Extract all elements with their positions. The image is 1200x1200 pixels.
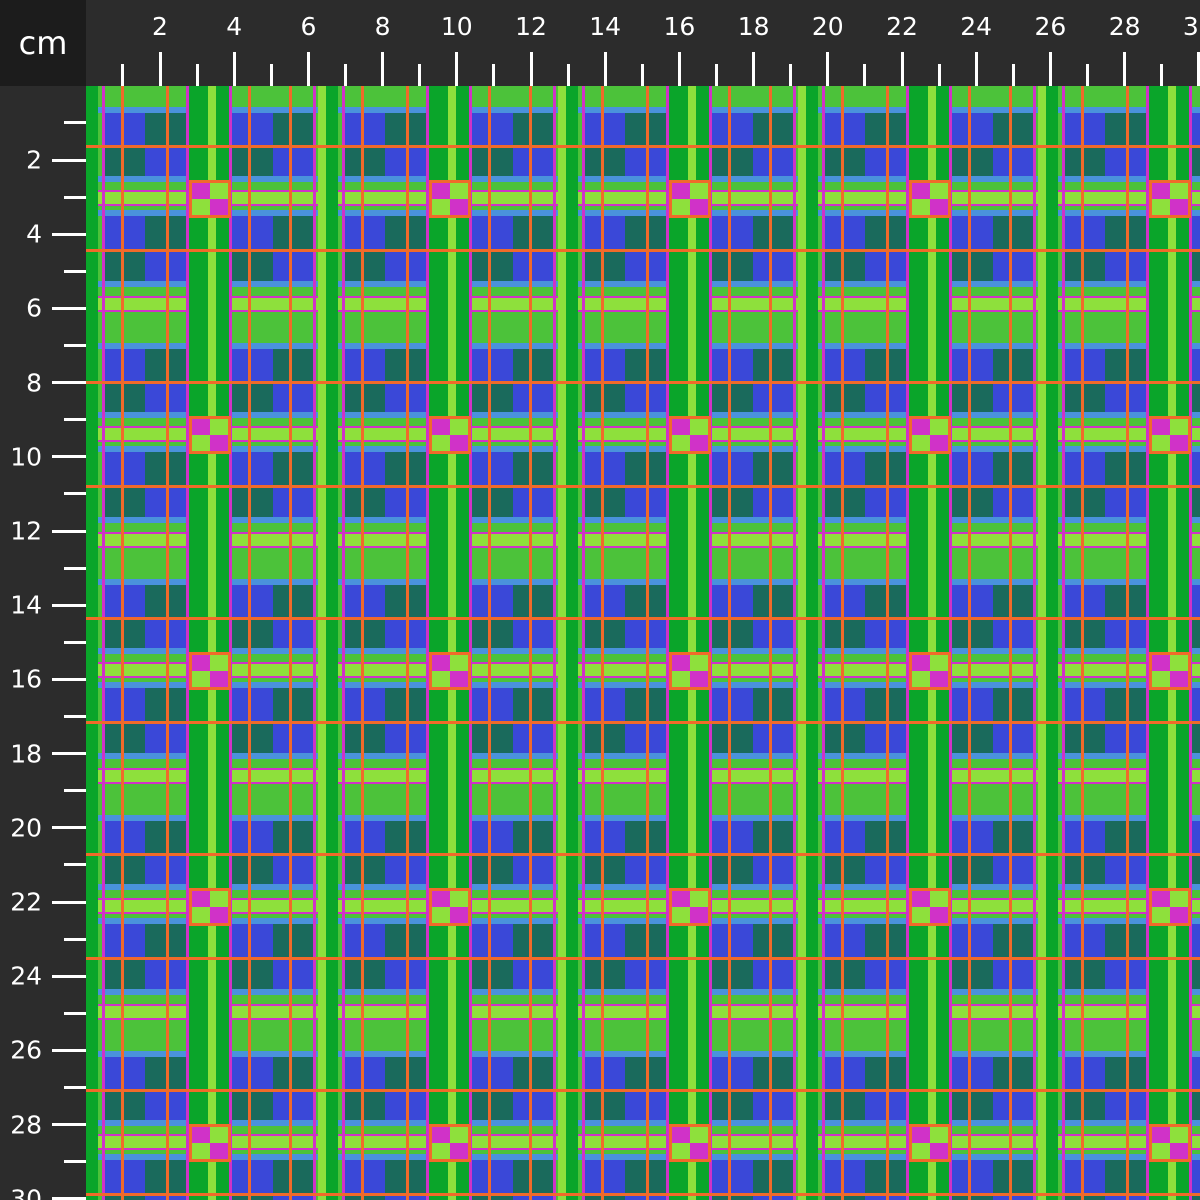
- minor-tick: [1011, 64, 1015, 86]
- ruler-label: 6: [26, 293, 42, 323]
- fabric-pattern: [86, 86, 1200, 1200]
- ruler-label: 6: [300, 12, 317, 41]
- ruler-label: 2: [26, 145, 42, 175]
- minor-tick: [64, 121, 86, 125]
- minor-tick: [195, 64, 199, 86]
- major-tick: [52, 1197, 86, 1200]
- ruler-label: 4: [226, 12, 243, 41]
- major-tick: [1048, 52, 1052, 86]
- major-tick: [455, 52, 459, 86]
- minor-tick: [1086, 64, 1089, 86]
- major-tick: [752, 52, 756, 86]
- major-tick: [826, 52, 830, 86]
- major-tick: [52, 529, 86, 533]
- ruler-label: 8: [26, 368, 42, 398]
- ruler-label: 12: [515, 12, 547, 41]
- major-tick: [52, 381, 86, 385]
- major-tick: [52, 752, 86, 756]
- ruler-label: 28: [1108, 12, 1141, 41]
- ruler-label: 16: [10, 664, 42, 694]
- major-tick: [52, 900, 86, 904]
- minor-tick: [64, 1086, 86, 1089]
- major-tick: [603, 52, 607, 86]
- minor-tick: [64, 418, 86, 422]
- major-tick: [1197, 52, 1200, 86]
- ruler-label: 10: [10, 442, 42, 472]
- minor-tick: [1160, 64, 1164, 86]
- minor-tick: [64, 937, 86, 941]
- ruler-label: 18: [737, 12, 770, 41]
- major-tick: [52, 455, 86, 459]
- ruler-label: 22: [10, 887, 42, 917]
- ruler-label: 20: [811, 12, 844, 41]
- major-tick: [52, 1123, 86, 1127]
- ruler-label: 16: [663, 12, 696, 41]
- minor-tick: [64, 195, 86, 199]
- ruler-label: 4: [26, 219, 42, 249]
- minor-tick: [344, 64, 347, 86]
- ruler-label: 14: [589, 12, 622, 41]
- ruler-label: 24: [960, 12, 993, 41]
- major-tick: [52, 826, 86, 830]
- major-tick: [52, 677, 86, 681]
- minor-tick: [64, 715, 86, 718]
- minor-tick: [789, 64, 793, 86]
- ruler-label: 8: [374, 12, 391, 41]
- major-tick: [974, 52, 978, 86]
- ruler-label: 20: [10, 813, 42, 843]
- minor-tick: [64, 640, 86, 644]
- major-tick: [232, 52, 236, 86]
- ruler-label: 24: [10, 961, 42, 991]
- ruler-label: 10: [440, 12, 473, 41]
- minor-tick: [64, 269, 86, 273]
- major-tick: [677, 52, 681, 86]
- major-tick: [52, 1048, 86, 1052]
- minor-tick: [121, 64, 125, 86]
- ruler-label: 26: [1034, 12, 1067, 41]
- ruler-label: 28: [10, 1110, 42, 1140]
- ruler-label: 22: [886, 12, 918, 41]
- major-tick: [900, 52, 904, 86]
- left-ruler: 2 4 6 8 10 12 14 16 18 20 22 24 26 28 30: [0, 86, 86, 1200]
- minor-tick: [640, 64, 644, 86]
- minor-tick: [566, 64, 570, 86]
- major-tick: [52, 158, 86, 162]
- major-tick: [381, 52, 385, 86]
- minor-tick: [492, 64, 496, 86]
- minor-tick: [64, 566, 86, 570]
- ruler-label: 2: [152, 12, 168, 41]
- ruler-label: 12: [10, 516, 42, 546]
- major-tick: [1123, 52, 1127, 86]
- unit-label: cm: [0, 0, 86, 86]
- plaid-fill: [86, 86, 1200, 1200]
- major-tick: [52, 974, 86, 978]
- minor-tick: [64, 492, 86, 496]
- minor-tick: [418, 64, 422, 86]
- major-tick: [306, 52, 310, 86]
- major-tick: [52, 232, 86, 236]
- minor-tick: [64, 1160, 86, 1164]
- minor-tick: [64, 789, 86, 793]
- minor-tick: [64, 863, 86, 867]
- ruler-label: 14: [10, 590, 42, 620]
- minor-tick: [269, 64, 273, 86]
- minor-tick: [64, 344, 86, 347]
- ruler-label: 18: [10, 739, 42, 769]
- ruler-label: 30: [10, 1184, 42, 1200]
- minor-tick: [64, 1011, 86, 1015]
- minor-tick: [937, 64, 941, 86]
- minor-tick: [863, 64, 867, 86]
- major-tick: [52, 603, 86, 607]
- major-tick: [52, 306, 86, 310]
- major-tick: [529, 52, 533, 86]
- ruler-label: 30: [1182, 12, 1200, 41]
- major-tick: [158, 52, 162, 86]
- ruler-label: 26: [10, 1035, 42, 1065]
- minor-tick: [715, 64, 718, 86]
